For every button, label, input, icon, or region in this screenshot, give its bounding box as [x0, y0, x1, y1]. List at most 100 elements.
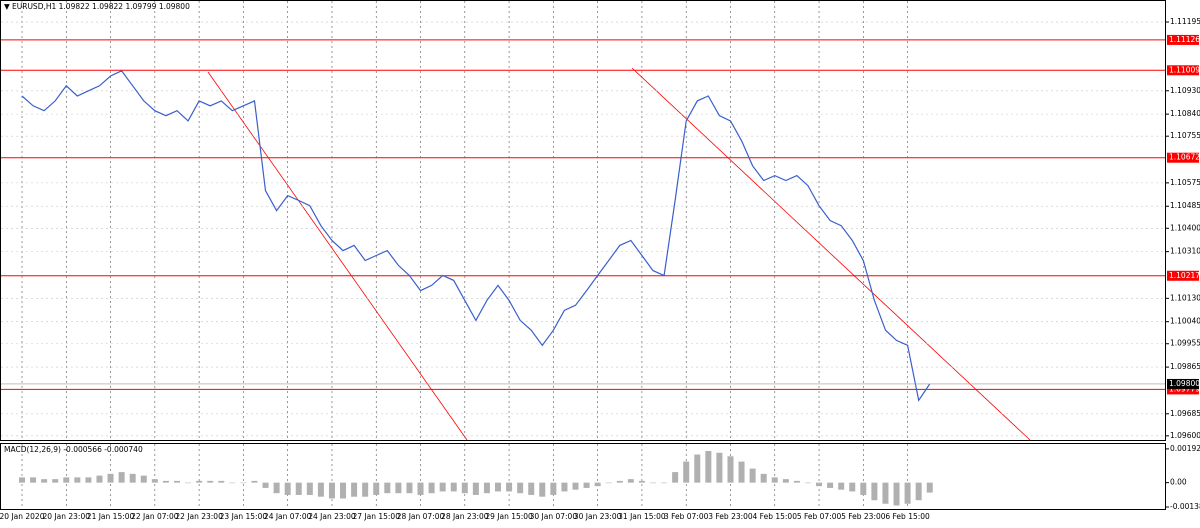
- macd-bar: [417, 482, 424, 495]
- macd-bar: [716, 452, 723, 483]
- macd-bar: [19, 477, 25, 483]
- macd-bar: [118, 472, 125, 483]
- x-tick-label: 24 Jan 23:00: [308, 512, 356, 521]
- macd-bar: [605, 482, 612, 484]
- level-label-box: [1167, 384, 1199, 395]
- macd-bar: [107, 473, 114, 483]
- last-price-box: [1167, 378, 1199, 389]
- macd-bar: [41, 479, 48, 483]
- x-tick-label: 22 Jan 23:00: [175, 512, 223, 521]
- macd-bar: [173, 480, 180, 483]
- macd-bar: [428, 482, 435, 494]
- y-tick-label: 1.11195: [1170, 17, 1200, 26]
- macd-bar: [74, 477, 81, 483]
- level-label-box: [1167, 34, 1199, 45]
- macd-bar: [317, 482, 324, 497]
- y-tick-label: 1.10040: [1170, 317, 1200, 326]
- x-tick-label: 31 Jan 15:00: [618, 512, 666, 521]
- macd-bar: [539, 482, 546, 497]
- macd-panel: [0, 443, 1166, 510]
- macd-bar: [882, 482, 889, 504]
- x-tick-label: 22 Jan 07:00: [131, 512, 179, 521]
- macd-bar: [517, 482, 524, 494]
- macd-bar: [439, 482, 446, 492]
- x-tick-label: 21 Jan 15:00: [87, 512, 135, 521]
- trend-line: [631, 67, 1031, 441]
- y-tick-label: 1.10310: [1170, 247, 1200, 256]
- macd-bar: [351, 482, 358, 497]
- macd-bar: [572, 482, 579, 490]
- macd-bar: [860, 482, 867, 495]
- trend-line: [207, 71, 468, 441]
- macd-bar: [461, 482, 468, 494]
- macd-bar: [472, 482, 479, 495]
- macd-bar: [30, 477, 37, 483]
- macd-bar: [782, 479, 789, 483]
- macd-bar: [129, 473, 136, 483]
- x-tick-label: 20 Jan 23:00: [43, 512, 91, 521]
- macd-bar: [583, 482, 590, 488]
- macd-bar: [185, 482, 192, 484]
- macd-bar: [96, 475, 103, 483]
- macd-bar: [749, 468, 756, 483]
- macd-bar: [528, 482, 535, 495]
- macd-bar: [140, 475, 147, 483]
- macd-bar: [926, 482, 933, 493]
- macd-bar: [207, 480, 214, 483]
- macd-bar: [561, 482, 568, 492]
- macd-bar: [649, 482, 656, 484]
- level-label: 1.11126: [1169, 35, 1200, 44]
- macd-bar: [738, 461, 745, 483]
- x-tick-label: 30 Jan 07:00: [530, 512, 578, 521]
- x-tick-label: 5 Feb 23:00: [841, 512, 886, 521]
- macd-bar: [483, 482, 490, 494]
- macd-bar: [229, 482, 236, 484]
- y-tick-label: 1.10485: [1170, 201, 1200, 210]
- macd-bar: [760, 473, 767, 483]
- x-tick-label: 23 Jan 15:00: [220, 512, 268, 521]
- macd-bar: [373, 482, 380, 495]
- macd-bar: [406, 482, 413, 494]
- x-tick-label: 28 Jan 07:00: [397, 512, 445, 521]
- macd-bar: [705, 451, 712, 483]
- level-label-box: [1167, 65, 1199, 76]
- macd-bar: [240, 482, 247, 484]
- macd-bar: [616, 480, 623, 483]
- macd-bar: [683, 461, 690, 483]
- symbol-arrow: ▼: [4, 2, 10, 11]
- y-tick-label: 0.001921: [1170, 444, 1200, 453]
- y-tick-label: 1.10400: [1170, 223, 1200, 232]
- macd-bar: [63, 477, 70, 483]
- macd-bar: [151, 479, 158, 483]
- x-tick-label: 27 Jan 15:00: [352, 512, 400, 521]
- macd-bar: [727, 456, 734, 483]
- y-tick-label: 1.09955: [1170, 339, 1200, 348]
- y-tick-label: 0.00: [1170, 478, 1187, 487]
- y-tick-label: 1.09685: [1170, 409, 1200, 418]
- macd-bar: [627, 479, 634, 483]
- macd-bar: [450, 482, 457, 492]
- macd-bar: [771, 477, 778, 483]
- macd-bar: [849, 482, 856, 492]
- macd-bar: [162, 480, 169, 483]
- x-tick-label: 24 Jan 07:00: [264, 512, 312, 521]
- x-tick-label: 29 Jan 15:00: [485, 512, 533, 521]
- macd-bar: [915, 482, 922, 501]
- x-tick-label: 3 Feb 07:00: [664, 512, 709, 521]
- macd-title: MACD(12,26,9) -0.000566 -0.000740: [4, 445, 143, 454]
- macd-bar: [506, 482, 513, 492]
- macd-bar: [594, 482, 601, 487]
- macd-bar: [273, 482, 280, 494]
- macd-bar: [694, 454, 701, 483]
- macd-bar: [306, 482, 313, 495]
- level-label: 1.10217: [1169, 271, 1200, 280]
- macd-bar: [328, 482, 335, 499]
- x-tick-label: 28 Jan 23:00: [441, 512, 489, 521]
- y-tick-label: 1.09600: [1170, 431, 1200, 440]
- level-label-box: [1167, 270, 1199, 281]
- macd-bar: [672, 472, 679, 483]
- macd-bar: [251, 480, 258, 483]
- macd-bar: [362, 482, 369, 497]
- price-panel: [0, 0, 1166, 441]
- level-label: 1.11009: [1169, 65, 1200, 74]
